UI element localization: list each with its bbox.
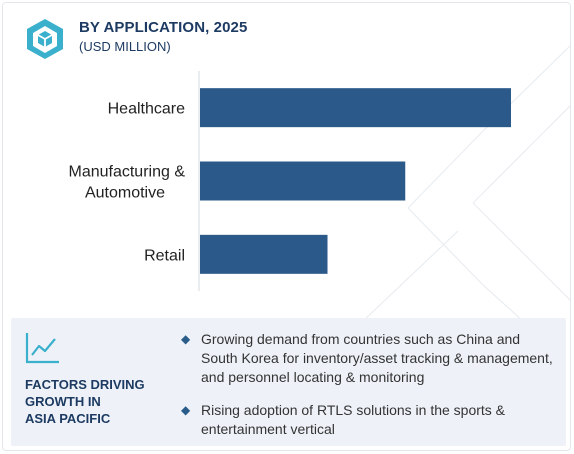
watermark-pattern bbox=[362, 45, 570, 322]
factor-item: ◆ Growing demand from countries such as … bbox=[177, 330, 557, 387]
cube-logo-icon bbox=[27, 19, 63, 59]
chart-title: BY APPLICATION, 2025 bbox=[79, 19, 248, 36]
category-label-line: Automotive bbox=[85, 185, 165, 202]
diamond-bullet-icon: ◆ bbox=[181, 403, 191, 417]
factor-text: Rising adoption of RTLS solutions in the… bbox=[201, 402, 506, 437]
factor-item: ◆ Rising adoption of RTLS solutions in t… bbox=[177, 401, 557, 439]
bar bbox=[200, 234, 328, 274]
category-label-line: Healthcare bbox=[108, 101, 185, 118]
trend-chart-icon bbox=[25, 333, 59, 364]
category-label-line: Manufacturing & bbox=[68, 164, 185, 181]
factors-title-line: FACTORS DRIVING bbox=[25, 377, 145, 392]
factors-list: ◆ Growing demand from countries such as … bbox=[177, 330, 557, 450]
factor-text: Growing demand from countries such as Ch… bbox=[201, 331, 553, 385]
category-label: Retail bbox=[144, 247, 185, 264]
bar-chart: Healthcare Manufacturing & Automotive Retai… bbox=[68, 71, 511, 291]
bar bbox=[200, 88, 511, 128]
growth-factors-panel: FACTORS DRIVING GROWTH IN ASIA PACIFIC ◆… bbox=[11, 318, 566, 446]
category-label: Healthcare bbox=[108, 101, 185, 118]
bar bbox=[200, 161, 406, 201]
factors-title-line: GROWTH IN bbox=[25, 394, 101, 409]
factors-title: FACTORS DRIVING GROWTH IN ASIA PACIFIC bbox=[25, 376, 175, 427]
chart-subtitle: (USD MILLION) bbox=[79, 39, 171, 54]
category-label-line: Retail bbox=[144, 247, 185, 264]
factors-title-line: ASIA PACIFIC bbox=[25, 411, 111, 426]
diamond-bullet-icon: ◆ bbox=[181, 332, 191, 346]
category-label: Manufacturing & Automotive bbox=[68, 164, 185, 202]
